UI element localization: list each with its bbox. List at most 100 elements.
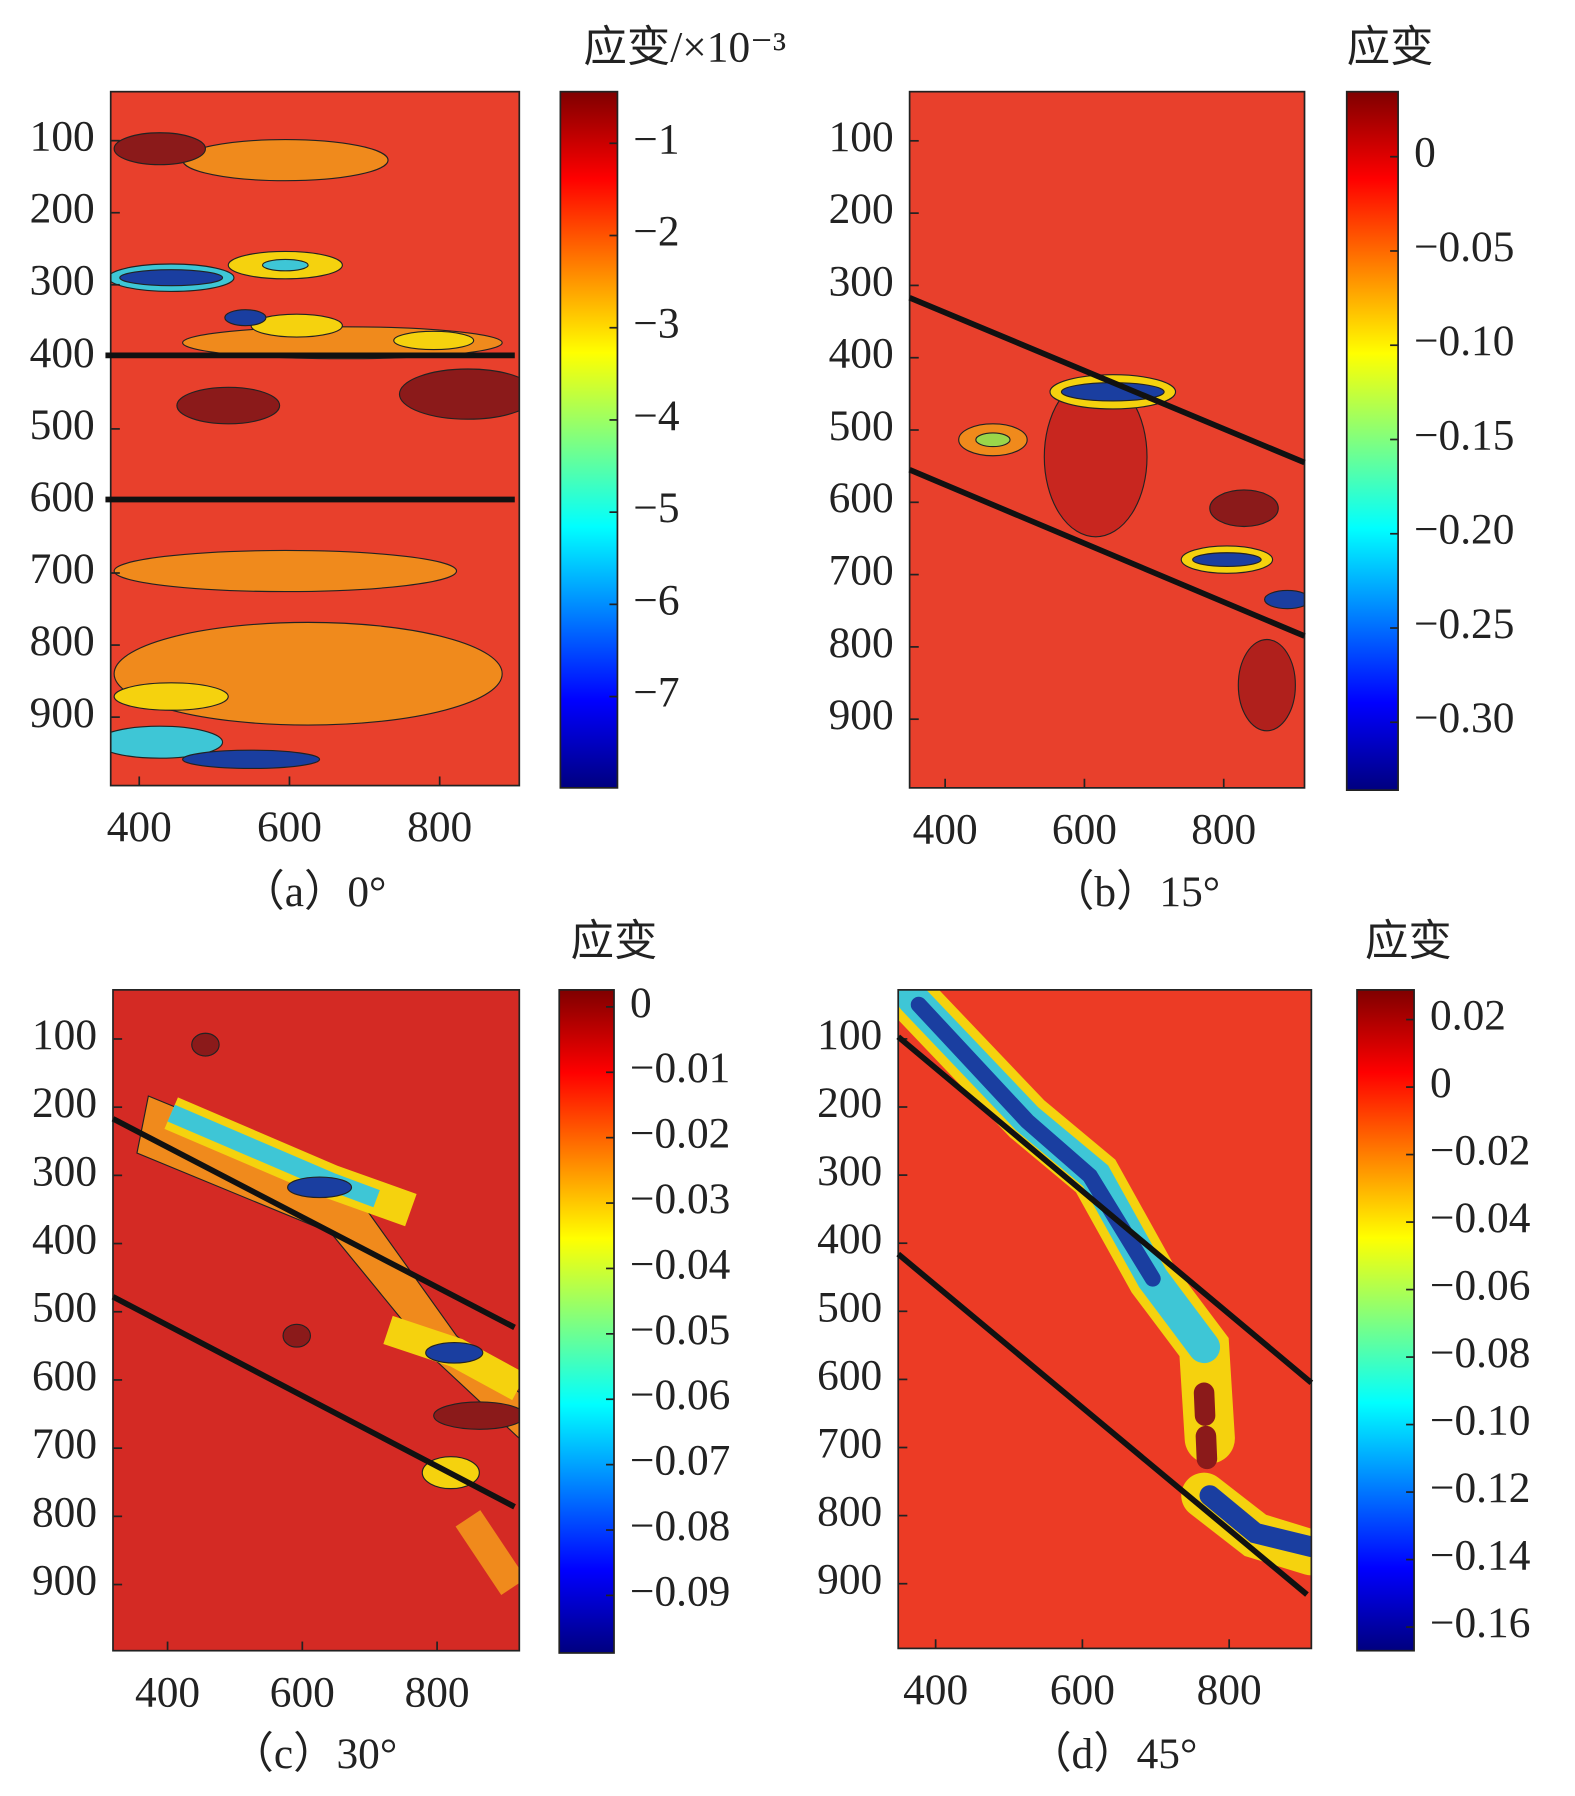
panel-caption: （b）15° <box>1051 868 1220 916</box>
panel-caption: （c）30° <box>231 1730 398 1778</box>
plot-frame <box>112 989 521 1652</box>
x-tick-label: 600 <box>1052 805 1117 853</box>
y-tick-label: 200 <box>829 185 894 233</box>
y-tick-label: 800 <box>30 617 95 665</box>
y-tick-label: 500 <box>829 402 894 450</box>
y-tick-label: 900 <box>30 689 95 737</box>
y-tick-label: 800 <box>32 1488 97 1536</box>
colorbar-tick-label: −0.16 <box>1430 1599 1530 1647</box>
y-tick-label: 200 <box>32 1079 97 1127</box>
colorbar-tick-label: −0.08 <box>630 1502 730 1550</box>
x-tick-label: 600 <box>257 803 322 851</box>
y-tick-label: 700 <box>817 1419 882 1467</box>
y-tick-label: 900 <box>817 1556 882 1604</box>
panel-caption: （d）45° <box>1028 1730 1197 1778</box>
y-tick-label: 500 <box>30 401 95 449</box>
colorbar-label: 应变 <box>1347 24 1434 72</box>
x-tick-label: 800 <box>1191 805 1256 853</box>
colorbar-tick-label: −0.02 <box>630 1110 730 1158</box>
colorbar-tick-label: −0.12 <box>1430 1464 1530 1512</box>
colorbar-tick-label: −0.14 <box>1430 1532 1530 1580</box>
y-tick-label: 100 <box>829 113 894 161</box>
panel-caption: （a）0° <box>241 868 386 916</box>
x-tick-label: 600 <box>270 1668 335 1716</box>
y-tick-label: 700 <box>30 545 95 593</box>
y-tick-label: 600 <box>829 474 894 522</box>
colorbar-label: 应变/×10⁻³ <box>584 24 786 72</box>
colorbar-tick-label: −0.04 <box>630 1240 730 1288</box>
colorbar-tick-label: −6 <box>633 576 679 624</box>
colorbar-tick-label: −0.06 <box>630 1371 730 1419</box>
colorbar-tick-label: −5 <box>633 484 679 532</box>
y-tick-label: 600 <box>32 1352 97 1400</box>
x-tick-label: 800 <box>405 1668 470 1716</box>
y-tick-label: 400 <box>30 329 95 377</box>
y-tick-label: 300 <box>32 1147 97 1195</box>
y-tick-label: 500 <box>817 1283 882 1331</box>
x-tick-label: 800 <box>407 803 472 851</box>
colorbar-tick-label: −7 <box>633 669 679 717</box>
colorbar-tick-label: −4 <box>633 392 679 440</box>
y-tick-label: 200 <box>817 1079 882 1127</box>
colorbar <box>1356 989 1415 1652</box>
colorbar-tick-label: −0.20 <box>1414 506 1514 554</box>
colorbar-tick-label: 0.02 <box>1430 992 1506 1040</box>
y-tick-label: 800 <box>817 1488 882 1536</box>
x-tick-label: 400 <box>107 803 172 851</box>
colorbar-tick-label: −0.06 <box>1430 1262 1530 1310</box>
x-tick-label: 400 <box>135 1668 200 1716</box>
y-tick-label: 100 <box>32 1011 97 1059</box>
colorbar-label: 应变 <box>571 917 658 965</box>
plot-background <box>112 989 520 1651</box>
colorbar <box>558 989 615 1654</box>
y-tick-label: 300 <box>829 257 894 305</box>
x-tick-label: 800 <box>1197 1666 1262 1714</box>
colorbar-tick-label: −0.01 <box>630 1044 730 1092</box>
y-tick-label: 500 <box>32 1284 97 1332</box>
x-tick-label: 400 <box>903 1666 968 1714</box>
colorbar-tick-label: 0 <box>630 979 652 1027</box>
colorbar-tick-label: −0.05 <box>630 1306 730 1354</box>
colorbar <box>1345 90 1399 792</box>
y-tick-label: 200 <box>30 185 95 233</box>
boundary-line <box>111 1116 516 1330</box>
colorbar-tick-label: −2 <box>633 207 679 255</box>
colorbar-tick-label: −0.10 <box>1414 317 1514 365</box>
colorbar-tick-label: −0.05 <box>1414 223 1514 271</box>
colorbar-tick-label: −1 <box>633 115 679 163</box>
x-tick-label: 600 <box>1050 1666 1115 1714</box>
y-tick-label: 300 <box>817 1147 882 1195</box>
boundary-line <box>111 1294 516 1510</box>
colorbar-tick-label: −0.04 <box>1430 1194 1530 1242</box>
y-tick-label: 600 <box>30 473 95 521</box>
y-tick-label: 700 <box>32 1420 97 1468</box>
colorbar-tick-label: −0.02 <box>1430 1127 1530 1175</box>
colorbar-tick-label: 0 <box>1430 1059 1452 1107</box>
x-tick-label: 400 <box>913 805 978 853</box>
colorbar-tick-label: 0 <box>1414 129 1436 177</box>
colorbar-tick-label: −0.09 <box>630 1567 730 1615</box>
colorbar-tick-label: −0.03 <box>630 1175 730 1223</box>
colorbar-tick-label: −3 <box>633 300 679 348</box>
y-tick-label: 300 <box>30 257 95 305</box>
y-tick-label: 700 <box>829 547 894 595</box>
y-tick-label: 800 <box>829 619 894 667</box>
boundary-line <box>896 1251 1309 1597</box>
y-tick-label: 400 <box>829 330 894 378</box>
colorbar-tick-label: −0.10 <box>1430 1397 1530 1445</box>
colorbar-tick-label: −0.30 <box>1414 694 1514 742</box>
y-tick-label: 400 <box>32 1216 97 1264</box>
plot-frame <box>908 90 1306 789</box>
y-tick-label: 100 <box>30 113 95 161</box>
boundary-line <box>908 295 1306 466</box>
y-tick-label: 400 <box>817 1215 882 1263</box>
y-tick-label: 100 <box>817 1011 882 1059</box>
y-tick-label: 900 <box>32 1556 97 1604</box>
boundary-line <box>896 1034 1314 1386</box>
plot-frame <box>897 989 1313 1650</box>
colorbar-tick-label: −0.15 <box>1414 411 1514 459</box>
y-tick-label: 900 <box>829 691 894 739</box>
y-tick-label: 600 <box>817 1351 882 1399</box>
colorbar-tick-label: −0.07 <box>630 1437 730 1485</box>
